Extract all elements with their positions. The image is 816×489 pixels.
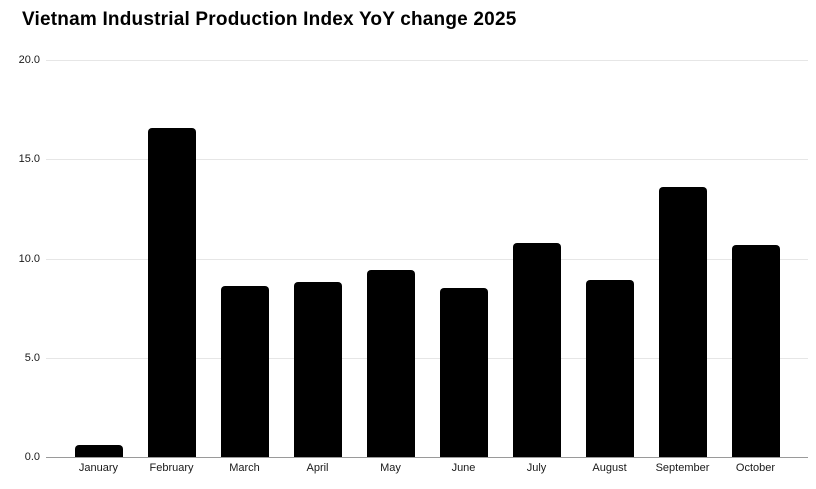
x-axis-label-january: January [78,462,119,474]
y-tick-label-5.0: 5.0 [24,351,40,364]
x-axis-labels: January February March April May June July Augu… [62,461,792,476]
gridline-10 [46,258,808,260]
x-axis-label-august: August [592,462,627,474]
x-axis-label-october: October [735,462,776,474]
x-axis-label-may: May [380,462,401,474]
bar-slot-april [281,60,354,457]
gridline-20 [46,60,808,61]
bar-january [74,445,123,457]
chart-title: Vietnam Industrial Production Index YoY … [22,9,517,30]
bar-slot-may [354,60,427,457]
bar-slot-january [62,60,135,457]
bar-slot-march [208,60,281,457]
x-axis-label-march: March [229,462,260,474]
y-tick-label-0.0: 0.0 [24,451,40,463]
bar-slot-august [573,60,646,457]
bar-april [293,282,342,457]
y-tick-label-15.0: 15.0 [18,153,40,166]
x-axis-label-july: July [526,462,547,474]
bar-october [731,244,780,457]
bar-february [147,127,196,457]
plot-area [46,60,808,458]
bar-may [366,270,415,457]
x-axis-label-april: April [306,462,329,474]
x-axis-label-june: June [451,462,476,474]
bar-july [512,242,561,457]
bar-june [439,288,488,457]
gridline-15 [46,159,808,161]
bar-slot-february [135,60,208,457]
bar-august [585,280,634,457]
x-axis-label-september: September [655,462,710,474]
y-tick-label-10.0: 10.0 [18,252,40,265]
bar-slot-june [427,60,500,457]
bar-september [658,187,707,457]
bar-series [62,60,792,457]
bar-slot-september [646,60,719,457]
y-tick-label-20.0: 20.0 [18,54,40,66]
bar-slot-july [500,60,573,457]
gridline-5 [46,357,808,359]
bar-march [220,286,269,457]
bar-slot-october [719,60,792,457]
x-axis-label-february: February [149,462,194,474]
